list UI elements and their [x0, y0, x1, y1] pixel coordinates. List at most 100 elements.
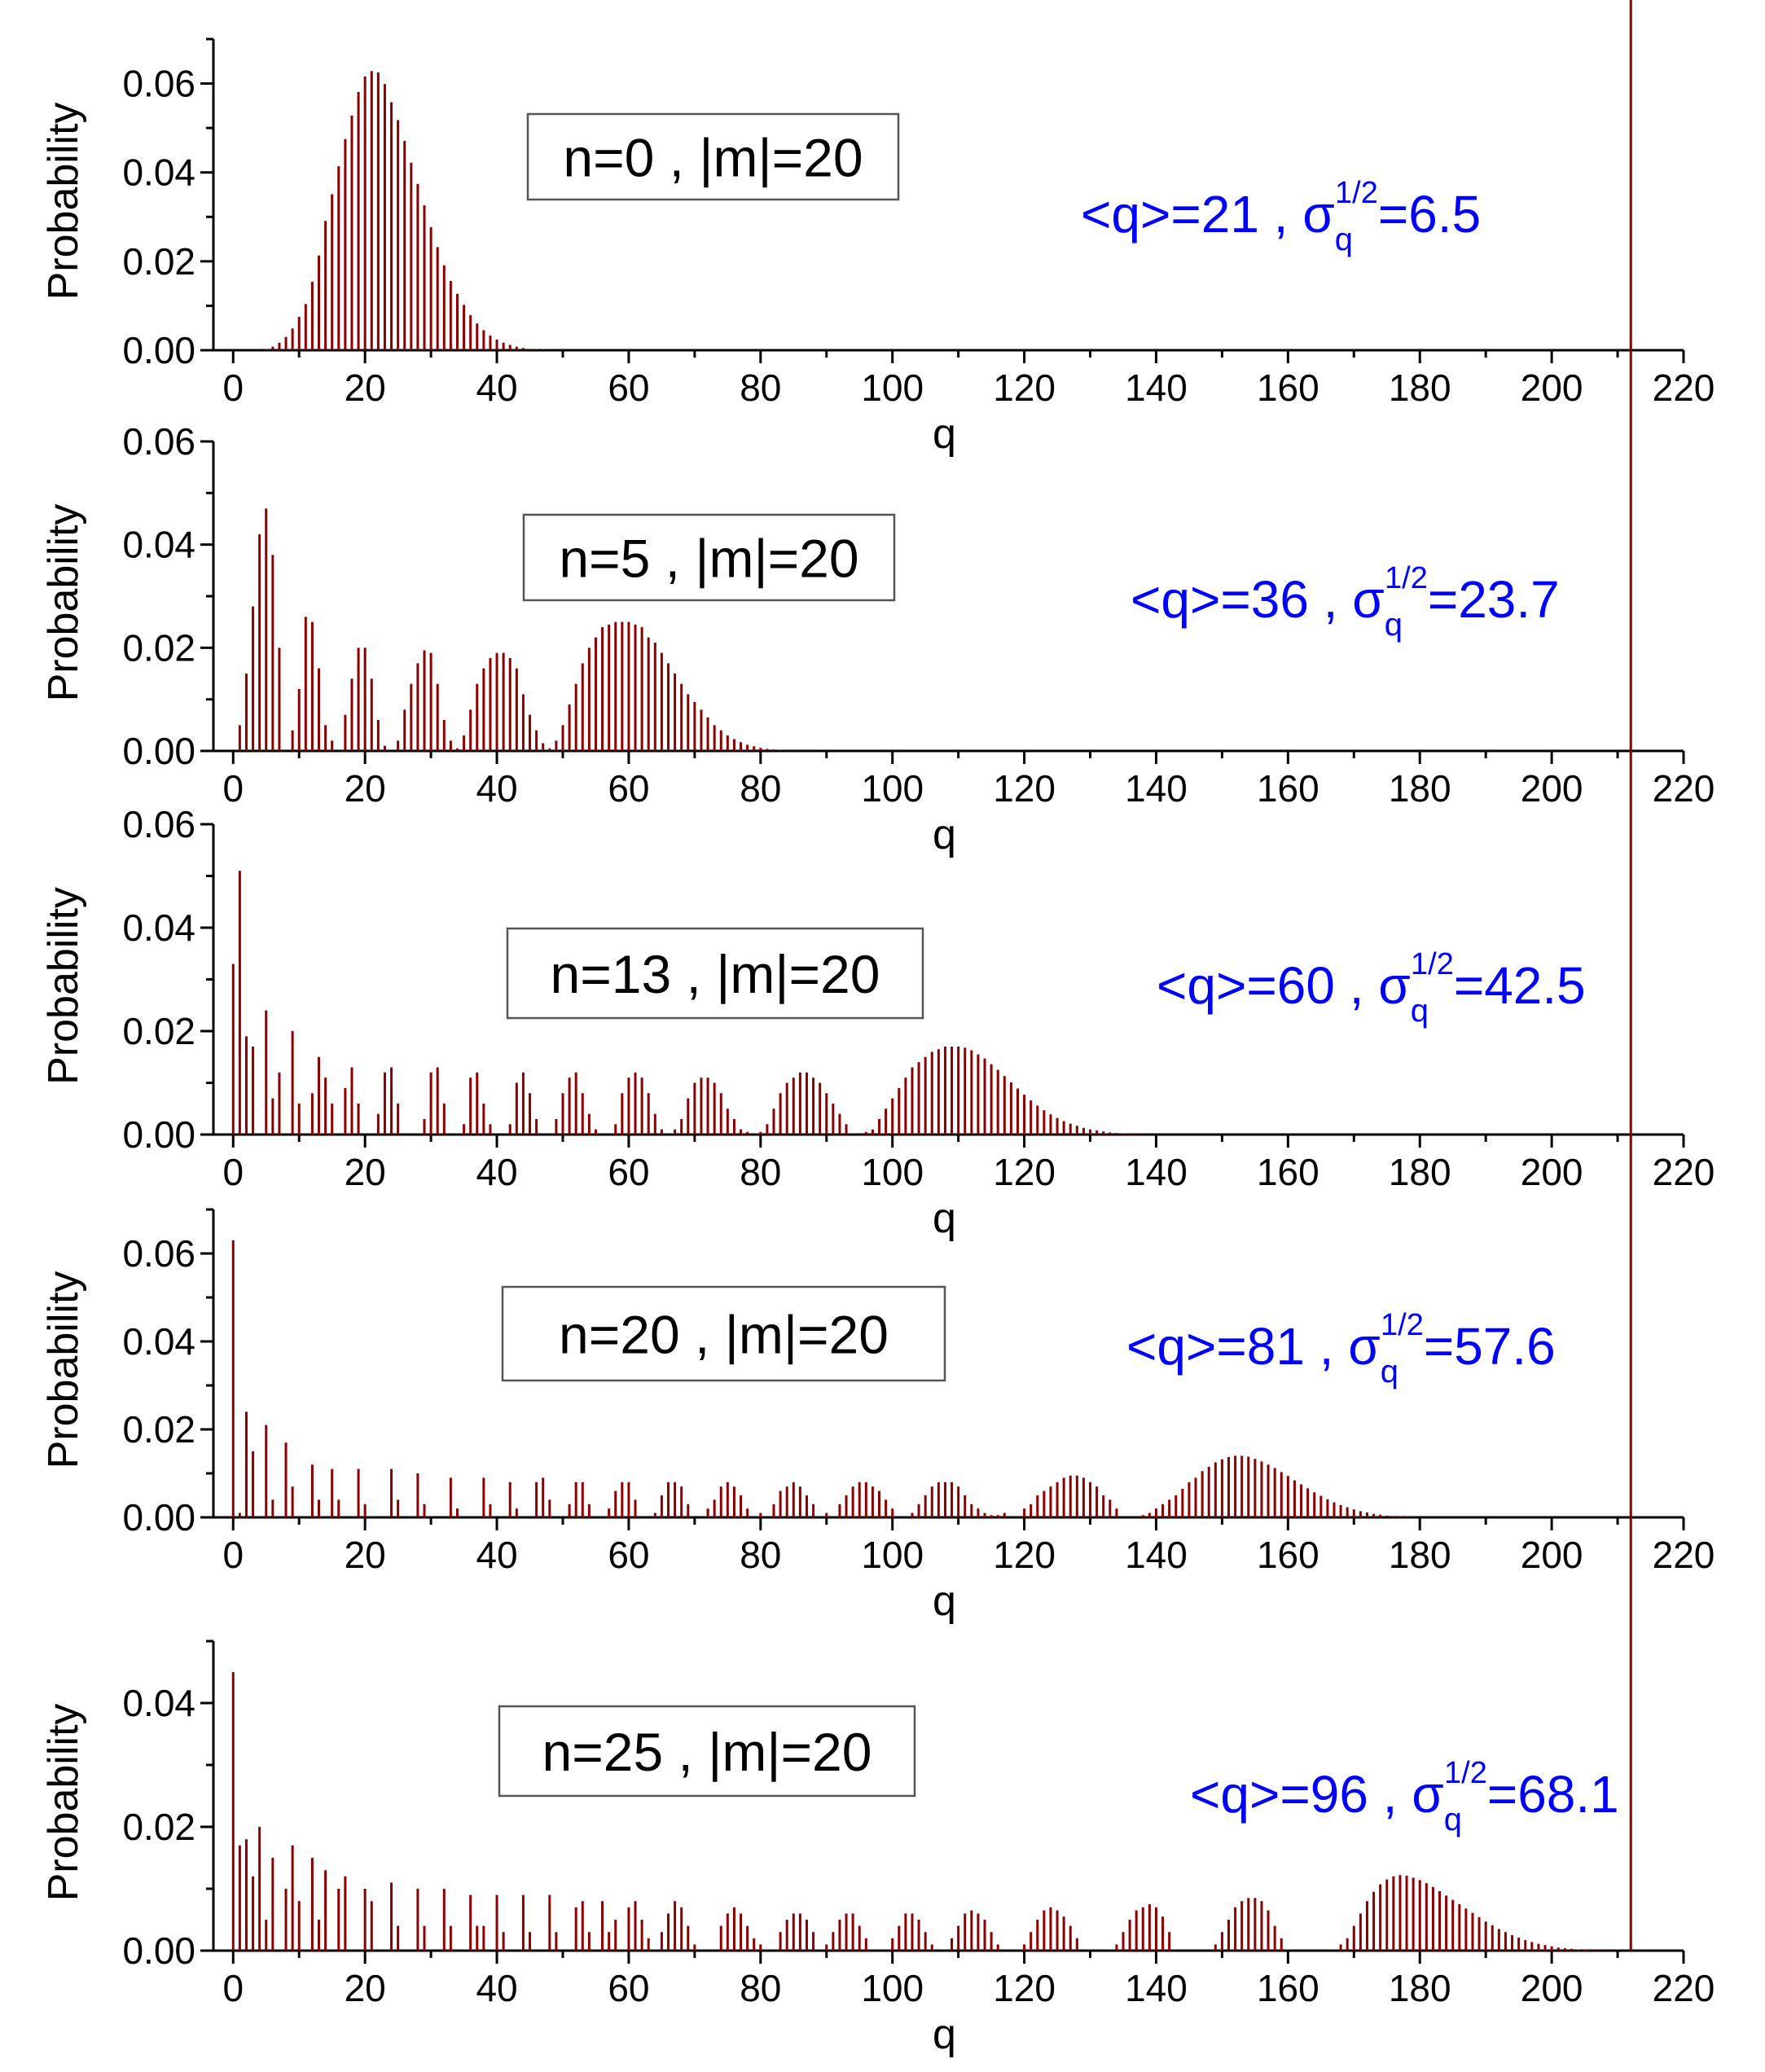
sigma-value: =23.7: [1428, 570, 1560, 629]
x-axis-title: q: [933, 1578, 956, 1625]
x-tick-label: 120: [993, 367, 1056, 409]
legend-box-label: n=25 , |m|=20: [542, 1722, 872, 1782]
y-tick-label: 0.02: [122, 1010, 195, 1052]
mean-label: <q>=96 ,: [1190, 1765, 1412, 1824]
x-tick-label: 40: [476, 1534, 517, 1576]
sigma-value: =6.5: [1378, 185, 1481, 244]
x-axis-title: q: [933, 1195, 956, 1242]
panel-4: 0 20 40 60 80 100 120 140 160 180 200 220 0.00 0.02 0.…: [40, 1208, 1715, 1625]
bar-series: [231, 0, 1632, 1951]
x-tick-label: 160: [1257, 767, 1319, 810]
y-axis-title: Probability: [40, 1704, 87, 1902]
x-tick-label: 0: [222, 767, 244, 810]
x-tick-label: 140: [1125, 767, 1188, 810]
legend-box-label: n=20 , |m|=20: [559, 1305, 889, 1365]
legend-box-label: n=5 , |m|=20: [559, 529, 858, 589]
y-tick-label: 0.04: [122, 151, 195, 194]
x-tick-label: 80: [740, 1534, 781, 1576]
y-tick-label: 0.00: [122, 329, 195, 371]
legend-box: [526, 112, 900, 201]
sigma-superscript: 1/2: [1444, 1756, 1487, 1790]
bar-series: [238, 508, 815, 751]
x-tick-label: 220: [1653, 1967, 1715, 2009]
stats-annotation: <q>=21 , σq 1/2=6.5: [1081, 176, 1481, 257]
x-tick-label: 100: [861, 1151, 924, 1193]
panel-2: 0 20 40 60 80 100 120 140 160 180 200 220 0.00 0.02 0.…: [40, 420, 1715, 858]
x-tick-label: 40: [476, 1151, 517, 1193]
x-tick-label: 60: [608, 1967, 649, 2009]
x-tick-label: 160: [1257, 1967, 1319, 2009]
y-tick-label: 0.04: [122, 1320, 195, 1363]
stats-annotation: <q>=36 , σq 1/2=23.7: [1131, 561, 1560, 643]
x-axis-title: q: [933, 410, 956, 458]
x-axis-title: q: [933, 811, 956, 858]
y-axis-title: Probability: [40, 103, 87, 301]
x-tick-label: 140: [1125, 1534, 1188, 1576]
panel-3: 0 20 40 60 80 100 120 140 160 180 200 220 0.00 0.02 0.…: [40, 803, 1715, 1242]
sigma-superscript: 1/2: [1381, 1308, 1424, 1342]
x-tick-label: 200: [1521, 1534, 1583, 1576]
bar-series: [265, 71, 545, 350]
sigma-superscript: 1/2: [1335, 176, 1378, 210]
legend-box-label: n=0 , |m|=20: [563, 128, 863, 188]
x-tick-label: 80: [740, 1967, 781, 2009]
sigma-symbol: σ: [1378, 956, 1411, 1015]
panel-5: 0 20 40 60 80 100 120 140 160 180 200 2200.000.020.…: [40, 0, 1715, 2058]
x-tick-label: 200: [1521, 1151, 1583, 1193]
mean-label: <q>=81 ,: [1126, 1317, 1348, 1376]
x-tick-label: 20: [345, 767, 386, 810]
x-tick-label: 220: [1653, 367, 1715, 409]
y-tick-label: 0.02: [122, 1408, 195, 1451]
x-tick-label: 140: [1125, 367, 1188, 409]
sigma-symbol: σ: [1412, 1765, 1444, 1824]
y-axis-title: Probability: [40, 887, 87, 1085]
x-tick-label: 60: [608, 1534, 649, 1576]
x-tick-label: 100: [861, 1967, 924, 2009]
sigma-subscript: q: [1444, 1802, 1462, 1837]
sigma-superscript: 1/2: [1385, 561, 1428, 595]
y-axis-title: Probability: [40, 504, 87, 702]
sigma-symbol: σ: [1352, 570, 1385, 629]
x-tick-label: 200: [1521, 367, 1583, 409]
x-tick-label: 100: [861, 1534, 924, 1576]
x-tick-label: 220: [1653, 1534, 1715, 1576]
x-tick-label: 20: [345, 1967, 386, 2009]
x-tick-label: 160: [1257, 1534, 1319, 1576]
x-tick-label: 0: [222, 1967, 244, 2009]
y-tick-label: 0.04: [122, 1682, 195, 1724]
legend-box: [501, 1285, 946, 1382]
y-tick-label: 0.06: [122, 420, 195, 463]
x-tick-label: 80: [740, 1151, 781, 1193]
y-tick-label: 0.00: [122, 1929, 195, 1972]
x-tick-label: 0: [222, 1534, 244, 1576]
sigma-value: =57.6: [1424, 1317, 1556, 1376]
sigma-value: =42.5: [1454, 956, 1586, 1015]
sigma-value: =68.1: [1487, 1765, 1619, 1824]
mean-label: <q>=36 ,: [1131, 570, 1352, 629]
x-tick-label: 20: [345, 1151, 386, 1193]
x-tick-label: 120: [993, 1967, 1056, 2009]
x-tick-label: 20: [345, 1534, 386, 1576]
x-tick-label: 80: [740, 767, 781, 810]
x-tick-label: 120: [993, 1151, 1056, 1193]
y-tick-label: 0.02: [122, 1806, 195, 1848]
y-tick-label: 0.06: [122, 803, 195, 845]
x-tick-label: 60: [608, 767, 649, 810]
x-tick-label: 140: [1125, 1151, 1188, 1193]
y-tick-label: 0.06: [122, 1232, 195, 1275]
x-tick-label: 180: [1389, 1151, 1451, 1193]
y-axis-title: Probability: [40, 1271, 87, 1469]
legend-box: [498, 1705, 916, 1798]
x-tick-label: 180: [1389, 367, 1451, 409]
x-tick-label: 180: [1389, 1534, 1451, 1576]
y-tick-label: 0.00: [122, 1113, 195, 1156]
x-tick-label: 220: [1653, 767, 1715, 810]
legend-box: [522, 513, 896, 602]
stats-annotation: <q>=60 , σq 1/2=42.5: [1157, 947, 1586, 1029]
sigma-subscript: q: [1411, 993, 1429, 1029]
x-tick-label: 0: [222, 367, 244, 409]
x-tick-label: 40: [476, 1967, 517, 2009]
y-tick-label: 0.04: [122, 906, 195, 949]
x-tick-label: 20: [345, 367, 386, 409]
